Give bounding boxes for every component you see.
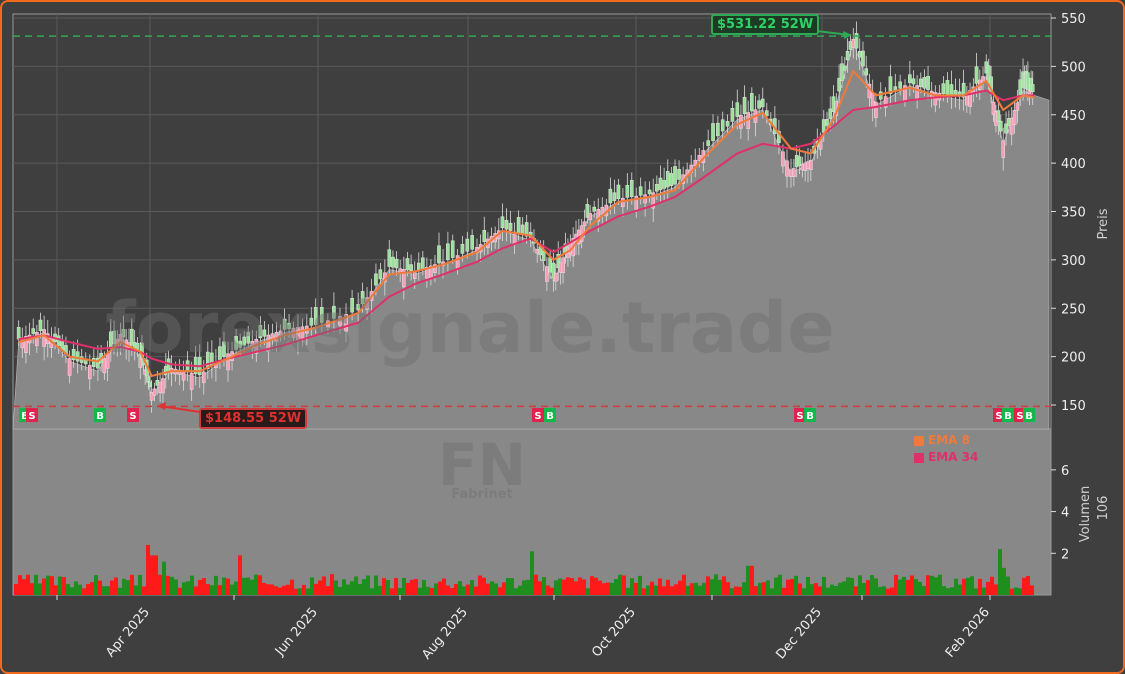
high-52w-label: $531.22 52W <box>711 14 820 35</box>
svg-text:500: 500 <box>1061 60 1086 75</box>
svg-text:300: 300 <box>1061 254 1086 269</box>
svg-text:Preis: Preis <box>1096 208 1111 239</box>
svg-text:200: 200 <box>1061 351 1086 366</box>
legend-ema34: EMA 34 <box>914 449 978 466</box>
svg-text:S: S <box>129 411 136 422</box>
ema8-swatch <box>914 435 924 446</box>
svg-text:Apr 2025: Apr 2025 <box>103 605 153 660</box>
legend: EMA 8 EMA 34 <box>914 432 978 466</box>
svg-text:6: 6 <box>1061 464 1069 479</box>
low-52w-label: $148.55 52W <box>199 408 308 429</box>
svg-text:B: B <box>546 411 554 422</box>
svg-text:400: 400 <box>1061 157 1086 172</box>
svg-text:4: 4 <box>1061 506 1069 521</box>
svg-text:B: B <box>1004 411 1012 422</box>
legend-ema8: EMA 8 <box>914 432 978 449</box>
svg-text:Oct 2025: Oct 2025 <box>589 605 639 660</box>
svg-text:S: S <box>534 411 541 422</box>
svg-text:FN: FN <box>438 431 526 499</box>
ema34-swatch <box>914 452 924 463</box>
svg-text:B: B <box>806 411 814 422</box>
svg-text:106: 106 <box>1096 496 1111 521</box>
legend-ema8-label: EMA 8 <box>928 433 970 447</box>
svg-text:Feb 2026: Feb 2026 <box>943 605 993 661</box>
svg-text:450: 450 <box>1061 109 1086 124</box>
svg-text:150: 150 <box>1061 399 1086 414</box>
svg-text:S: S <box>28 411 35 422</box>
svg-text:Jun 2025: Jun 2025 <box>272 605 321 659</box>
svg-text:B: B <box>96 411 104 422</box>
svg-text:Dec 2025: Dec 2025 <box>773 605 825 662</box>
svg-text:Fabrinet: Fabrinet <box>451 487 512 502</box>
svg-text:B: B <box>21 411 29 422</box>
svg-text:350: 350 <box>1061 206 1086 221</box>
svg-text:550: 550 <box>1061 12 1086 27</box>
svg-text:B: B <box>1025 411 1033 422</box>
svg-text:Volumen: Volumen <box>1078 486 1093 543</box>
svg-text:250: 250 <box>1061 302 1086 317</box>
svg-text:Aug 2025: Aug 2025 <box>419 605 471 663</box>
svg-text:S: S <box>995 411 1002 422</box>
svg-text:S: S <box>796 411 803 422</box>
svg-text:forexsignale.trade: forexsignale.trade <box>105 287 834 369</box>
svg-text:S: S <box>1016 411 1023 422</box>
svg-text:2: 2 <box>1061 547 1069 562</box>
legend-ema34-label: EMA 34 <box>928 450 979 464</box>
